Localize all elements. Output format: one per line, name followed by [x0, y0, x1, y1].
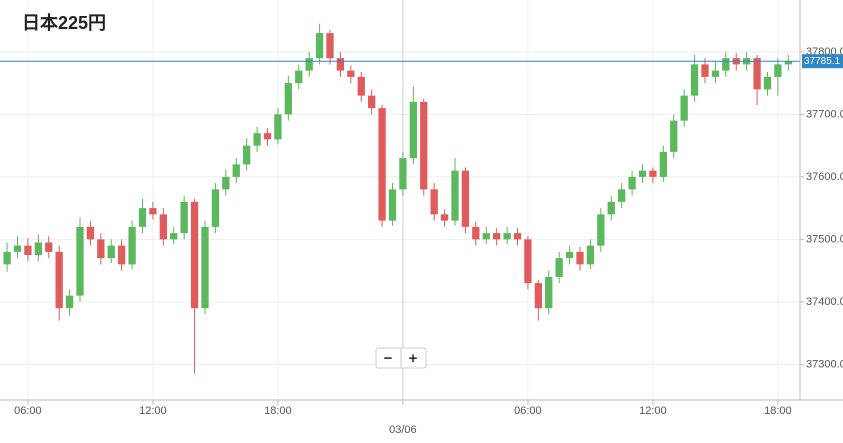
candle-body: [243, 145, 251, 165]
candle-body: [13, 245, 22, 252]
candle-body: [607, 201, 615, 215]
candle-body: [763, 76, 772, 90]
candle-body: [305, 58, 313, 71]
candle-body: [315, 33, 324, 59]
candle-body: [430, 189, 438, 215]
candle-body: [76, 226, 84, 296]
current-price-box: [802, 54, 843, 69]
candle-body: [451, 170, 459, 221]
candle-body: [149, 208, 157, 215]
candle-body: [65, 295, 74, 309]
candle-body: [722, 58, 730, 71]
candle-body: [482, 233, 490, 240]
marks: [0, 23, 800, 374]
candle-body: [97, 239, 105, 259]
candle-body: [618, 189, 626, 202]
x-tick-label: 12:00: [639, 405, 667, 417]
candle-body: [555, 258, 563, 277]
candle-body: [565, 251, 574, 259]
candle-body: [784, 61, 792, 65]
candle-body: [524, 239, 532, 284]
x-tick-label: 06:00: [14, 405, 42, 417]
candle-body: [388, 189, 397, 221]
y-tick-label: 37400.0: [806, 296, 843, 308]
candle-body: [201, 226, 209, 309]
candle-body: [180, 201, 188, 234]
candle-body: [503, 233, 511, 240]
candle-body: [399, 158, 407, 190]
candle-body: [534, 283, 542, 309]
x-tick-label: 12:00: [139, 405, 167, 417]
candle-body: [545, 276, 553, 309]
y-tick-label: 37600.0: [806, 171, 843, 183]
candle-body: [232, 164, 240, 177]
candle-body: [378, 108, 386, 221]
grid: [0, 0, 804, 405]
chart-title: 日本225円: [22, 12, 106, 33]
x-tick-label: 18:00: [264, 405, 292, 417]
candle-body: [274, 114, 282, 140]
candle-body: [159, 214, 167, 240]
candle-body: [128, 226, 136, 265]
candle-body: [670, 120, 678, 152]
candle-body: [34, 242, 42, 255]
zoom-controls: − +: [375, 347, 427, 369]
candle-body: [45, 242, 53, 252]
candle-body: [409, 101, 417, 159]
candle-body: [263, 133, 272, 140]
zoom-out-button[interactable]: −: [384, 350, 393, 367]
candle-body: [711, 70, 720, 77]
candle-body: [753, 58, 761, 90]
candle-body: [170, 233, 178, 240]
y-tick-label: 37700.0: [806, 108, 843, 120]
candle-body: [680, 95, 688, 121]
candle-body: [472, 226, 480, 240]
y-tick-label: 37500.0: [806, 233, 843, 245]
candle-body: [3, 251, 11, 265]
candle-body: [138, 208, 147, 227]
zoom-in-button[interactable]: +: [409, 350, 418, 367]
candle-body: [440, 214, 449, 221]
candle-body: [253, 133, 261, 146]
candle-body: [461, 170, 470, 227]
candle-body: [420, 101, 428, 190]
x-tick-label: 03/06: [389, 424, 417, 436]
candle-body: [586, 245, 595, 265]
candle-body: [295, 70, 303, 84]
candle-body: [222, 176, 230, 190]
candle-body: [347, 70, 355, 77]
candle-body: [55, 251, 63, 309]
candle-body: [576, 251, 584, 265]
candle-body: [211, 189, 220, 227]
candle-body: [649, 170, 657, 177]
candle-body: [493, 233, 501, 240]
candle-body: [190, 201, 199, 309]
candle-body: [701, 64, 709, 77]
candle-body: [107, 245, 115, 259]
candle-body: [774, 64, 782, 77]
candle-body: [513, 233, 522, 240]
candle-body: [284, 83, 292, 115]
candle-body: [597, 214, 605, 246]
y-tick-label: 37300.0: [806, 358, 843, 370]
candle-body: [357, 76, 365, 96]
x-tick-label: 06:00: [514, 405, 542, 417]
candle-body: [659, 151, 667, 177]
x-tick-label: 18:00: [764, 405, 792, 417]
candle-body: [326, 33, 334, 59]
candle-body: [368, 95, 376, 109]
candle-body: [638, 170, 647, 177]
candle-body: [336, 58, 345, 71]
current-price-label: 37785.1: [804, 56, 841, 67]
candle-body: [628, 176, 636, 190]
candle-body: [86, 226, 95, 240]
candle-body: [24, 245, 32, 255]
candle-body: [118, 245, 126, 265]
candle-body: [690, 64, 699, 96]
